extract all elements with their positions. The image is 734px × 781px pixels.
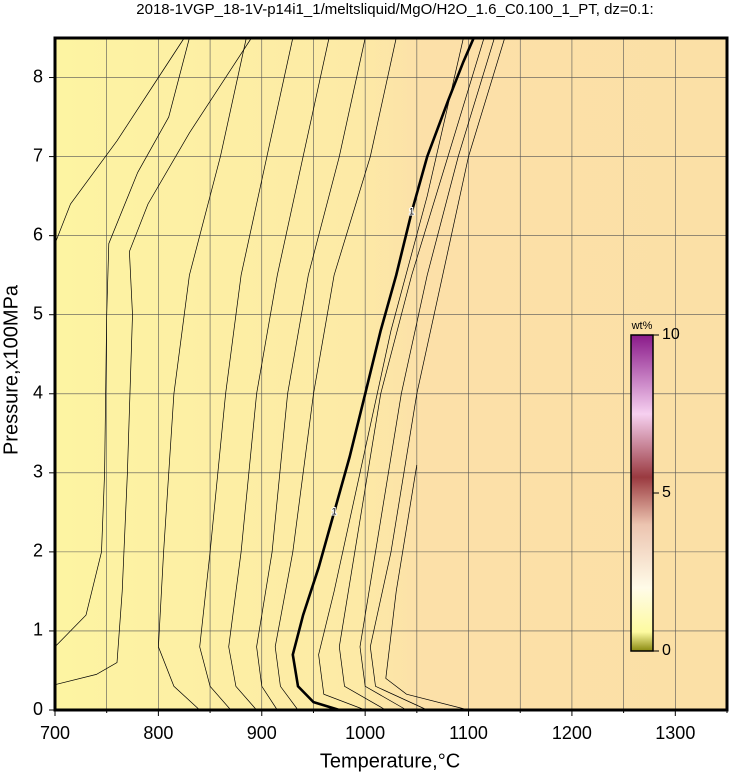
contour-line xyxy=(385,464,469,711)
y-tick-label: 8 xyxy=(33,66,43,86)
contour-line xyxy=(256,37,366,711)
contour-line xyxy=(158,37,247,711)
contour-line xyxy=(54,37,190,648)
contour-line xyxy=(291,37,475,712)
contour-line xyxy=(274,37,397,711)
colorbar-tick-label: 5 xyxy=(662,484,671,501)
y-tick-label: 7 xyxy=(33,145,43,165)
contour-line xyxy=(359,37,495,711)
chart-title: 2018-1VGP_18-1V-p14i1_1/meltsliquid/MgO/… xyxy=(136,1,653,18)
x-tick-label: 1100 xyxy=(449,723,488,743)
x-tick-label: 1200 xyxy=(552,723,592,743)
colorbar xyxy=(630,334,654,652)
contour-line xyxy=(54,37,185,244)
contour-line xyxy=(338,37,485,711)
contour-line xyxy=(318,37,464,711)
y-tick-label: 5 xyxy=(33,303,43,323)
y-axis-label: Pressure,x100MPa xyxy=(0,284,22,455)
colorbar-label: wt% xyxy=(631,320,653,332)
contour-label: 1 xyxy=(332,507,337,517)
contour-line xyxy=(54,37,252,686)
x-tick-label: 1300 xyxy=(655,723,695,743)
x-tick-label: 800 xyxy=(143,723,173,743)
y-tick-label: 4 xyxy=(33,383,43,403)
contour-line xyxy=(199,37,294,711)
contour-line xyxy=(369,37,506,711)
x-tick-label: 900 xyxy=(247,723,277,743)
colorbar-tick-label: 10 xyxy=(662,326,680,343)
contour-label: 1 xyxy=(409,206,414,216)
y-tick-label: 6 xyxy=(33,224,43,244)
y-tick-label: 0 xyxy=(33,699,43,719)
x-tick-label: 1000 xyxy=(345,723,385,743)
colorbar-tick-label: 0 xyxy=(662,642,671,659)
x-tick-label: 700 xyxy=(40,723,70,743)
y-tick-label: 3 xyxy=(33,462,43,482)
y-tick-label: 2 xyxy=(33,541,43,561)
plot-background xyxy=(55,38,727,710)
contour-line xyxy=(228,37,330,711)
y-tick-label: 1 xyxy=(33,620,43,640)
x-axis-label: Temperature,°C xyxy=(320,750,460,772)
plot-frame xyxy=(53,36,729,712)
